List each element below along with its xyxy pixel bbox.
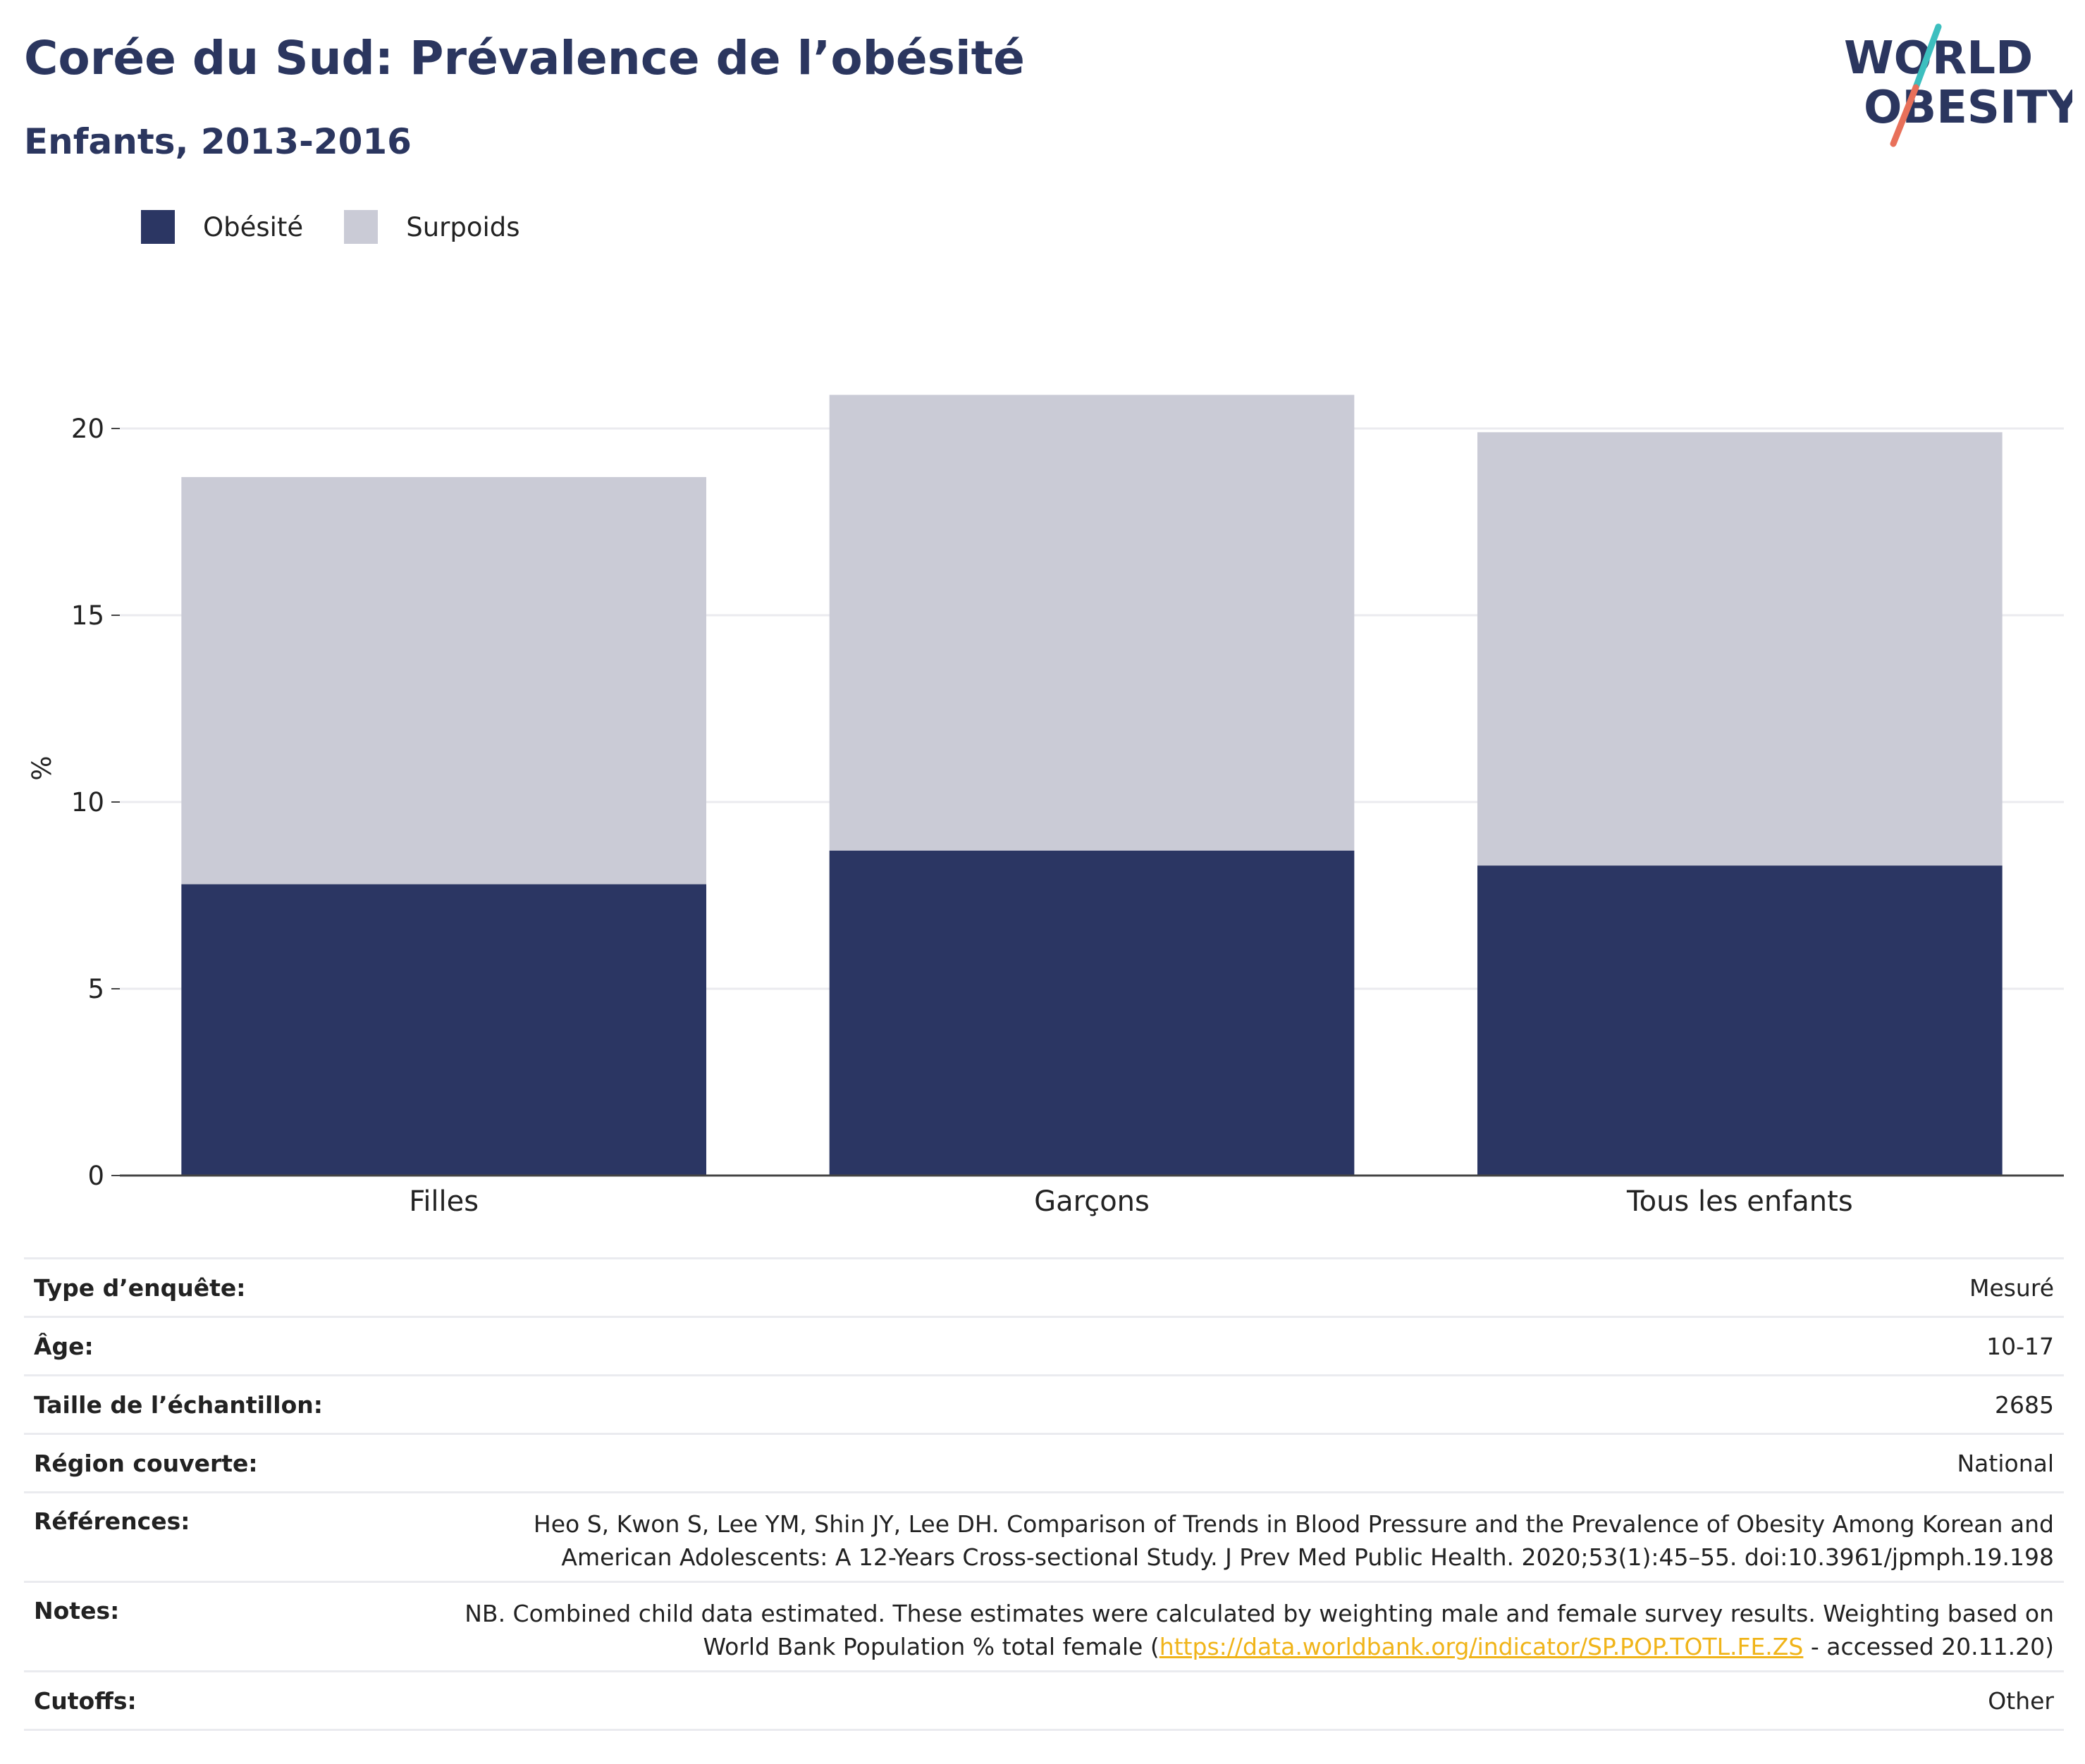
bar-obesity <box>1477 865 2003 1176</box>
info-key: Âge: <box>34 1332 94 1360</box>
notes-line-1: NB. Combined child data estimated. These… <box>465 1600 2054 1627</box>
logo-slash-top <box>1912 23 1942 91</box>
logo-slash-bottom <box>1890 84 1919 147</box>
notes-line-2-suffix: - accessed 20.11.20) <box>1803 1633 2054 1660</box>
legend-item-obesity[interactable]: Obésité <box>141 210 303 244</box>
info-key: Notes: <box>34 1597 120 1624</box>
info-row-references: Références: Heo S, Kwon S, Lee YM, Shin … <box>24 1491 2064 1581</box>
info-row-survey-type: Type d’enquête: Mesuré <box>24 1257 2064 1316</box>
y-tick-label: 0 <box>87 1161 104 1191</box>
info-key: Type d’enquête: <box>34 1273 246 1302</box>
info-value: Mesuré <box>1969 1273 2054 1302</box>
info-key: Cutoffs: <box>34 1686 137 1715</box>
info-row-notes: Notes: NB. Combined child data estimated… <box>24 1581 2064 1670</box>
bar-chart: 0 5 10 15 20 Filles Garçons Tous les enfants % <box>27 395 2064 1218</box>
reference-line-1: Heo S, Kwon S, Lee YM, Shin JY, Lee DH. … <box>533 1510 2054 1538</box>
y-tick-label: 15 <box>71 600 104 631</box>
info-value: 10-17 <box>1986 1332 2054 1360</box>
y-tick-label: 20 <box>71 414 104 444</box>
x-tick-label: Garçons <box>1034 1185 1150 1218</box>
info-value: National <box>1957 1449 2054 1477</box>
bar-obesity <box>829 850 1355 1176</box>
info-key: Taille de l’échantillon: <box>34 1390 323 1419</box>
legend-swatch-obesity <box>141 210 175 244</box>
bar-overweight <box>181 476 706 884</box>
bar-overweight <box>1477 432 2003 866</box>
worldbank-link[interactable]: https://data.worldbank.org/indicator/SP.… <box>1159 1633 1804 1660</box>
info-row-cutoffs: Cutoffs: Other <box>24 1670 2064 1731</box>
page-title: Corée du Sud: Prévalence de l’obésité <box>24 31 1025 85</box>
reference-line-2: American Adolescents: A 12-Years Cross-s… <box>561 1543 2054 1571</box>
info-key: Région couverte: <box>34 1449 258 1477</box>
legend-swatch-overweight <box>344 210 379 244</box>
survey-info-table: Type d’enquête: Mesuré Âge: 10-17 Taille… <box>24 1257 2064 1731</box>
bars <box>181 395 2003 1176</box>
legend-item-overweight[interactable]: Surpoids <box>344 210 520 244</box>
bar-obesity <box>181 884 706 1176</box>
page-subtitle: Enfants, 2013-2016 <box>24 121 412 162</box>
legend-label-obesity: Obésité <box>203 211 304 242</box>
notes-line-2-prefix: World Bank Population % total female ( <box>703 1633 1160 1660</box>
y-axis-label: % <box>27 755 57 780</box>
chart-legend: Obésité Surpoids <box>141 206 561 248</box>
info-value-references: Heo S, Kwon S, Lee YM, Shin JY, Lee DH. … <box>534 1507 2054 1574</box>
axes: 0 5 10 15 20 Filles Garçons Tous les enfants <box>71 414 2064 1218</box>
bar-overweight <box>829 395 1355 851</box>
x-tick-label: Filles <box>409 1185 479 1218</box>
info-value: 2685 <box>1995 1390 2054 1419</box>
logo-word-world: WORLD <box>1844 32 2033 85</box>
info-row-sample-size: Taille de l’échantillon: 2685 <box>24 1374 2064 1433</box>
info-row-age: Âge: 10-17 <box>24 1316 2064 1374</box>
x-tick-label: Tous les enfants <box>1626 1185 1853 1218</box>
info-value: Other <box>1988 1686 2054 1715</box>
y-tick-label: 5 <box>87 974 104 1004</box>
y-tick-label: 10 <box>71 787 104 818</box>
info-key: Références: <box>34 1507 190 1535</box>
info-value-notes: NB. Combined child data estimated. These… <box>465 1597 2054 1663</box>
legend-label-overweight: Surpoids <box>406 211 520 242</box>
info-row-region: Région couverte: National <box>24 1433 2064 1491</box>
world-obesity-logo: WORLD OBESITY <box>1844 23 2072 147</box>
